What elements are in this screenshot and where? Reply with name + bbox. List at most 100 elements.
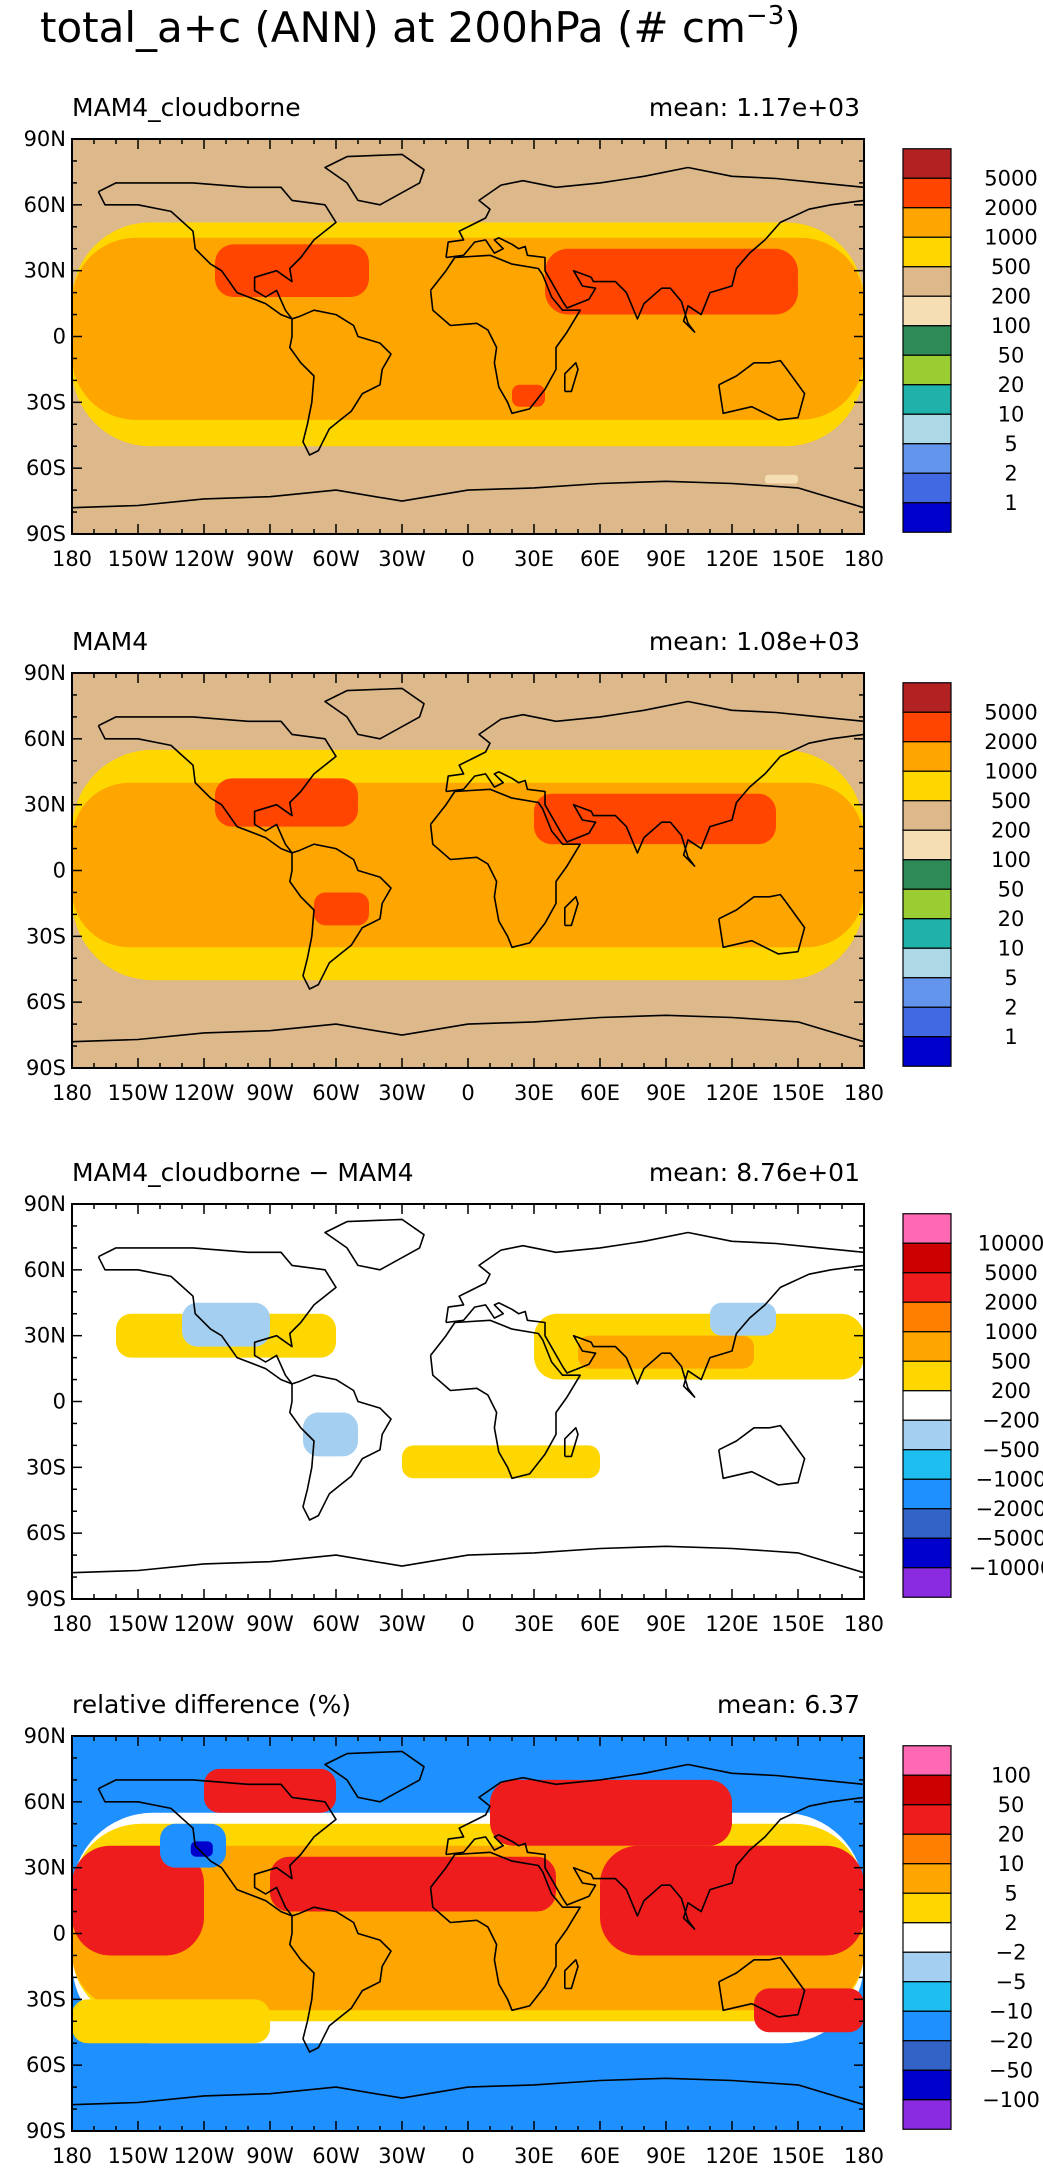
colorbar-label: 100: [991, 314, 1031, 338]
colorbar-swatch: [902, 295, 952, 327]
colorbar-label: 1000: [984, 225, 1037, 249]
lon-tick-label: 180: [52, 2144, 92, 2168]
contour-region: [314, 892, 369, 926]
coastline-madagascar: [563, 1427, 579, 1458]
colorbar-swatch: [902, 1478, 952, 1510]
lon-tick-label: 180: [844, 547, 884, 571]
coastline-eurasia: [445, 700, 864, 867]
lon-tick-label: 150E: [771, 1612, 824, 1636]
colorbar-label: 500: [991, 789, 1031, 813]
lon-tick-label: 30W: [378, 2144, 426, 2168]
colorbar: 5000 2000 1000 500 200 100 50 20 10 5 2 1: [902, 682, 1038, 1067]
colorbar-swatch: [902, 384, 952, 415]
lon-tick-label: 0: [461, 547, 474, 571]
mean-label: mean:: [649, 1158, 736, 1187]
colorbar-swatch: [902, 1537, 952, 1569]
colorbar-swatch: [902, 888, 952, 920]
title-exponent: −3: [746, 1, 784, 31]
lon-tick-label: 60W: [312, 547, 360, 571]
contour-region: [190, 1841, 213, 1857]
colorbar-swatch: [902, 1213, 952, 1244]
colorbar-swatch: [902, 1508, 952, 1539]
coastline-africa: [429, 788, 582, 949]
map-panel: MAM4_cloudborne mean: 1.17e+03 90N 60N 30N 0 3…: [24, 93, 1038, 571]
contour-region: [765, 474, 798, 484]
colorbar-swatch: [902, 829, 952, 861]
lon-tick-label: 150E: [771, 1081, 824, 1105]
colorbar-swatch: [902, 2069, 952, 2101]
colorbar-swatch: [902, 207, 952, 238]
colorbar-label: 2000: [984, 1290, 1037, 1314]
contour-region: [215, 244, 369, 297]
colorbar-label: 50: [998, 1793, 1025, 1817]
colorbar-label: 100: [991, 848, 1031, 872]
colorbar: 100 50 20 10 5 2 −2 −5 −10 −20 −50 −100: [902, 1745, 1040, 2130]
lon-tick-label: 180: [844, 1612, 884, 1636]
lat-tick-label: 0: [53, 1922, 66, 1946]
mean-label: mean:: [649, 93, 736, 122]
lat-tick-label: 60N: [24, 1790, 66, 1814]
coastline-eurasia: [445, 1231, 864, 1398]
colorbar-label: −20: [989, 2029, 1033, 2053]
contour-region: [72, 1999, 270, 2044]
lon-tick-label: 90W: [246, 2144, 294, 2168]
colorbar-label: −2000: [975, 1497, 1043, 1521]
lon-tick-label: 120W: [174, 1612, 235, 1636]
lat-tick-label: 30N: [24, 259, 66, 283]
colorbar-label: 5: [1004, 432, 1017, 456]
lon-tick-label: 30W: [378, 1081, 426, 1105]
lon-tick-label: 30W: [378, 1612, 426, 1636]
colorbar-label: −2: [996, 1940, 1027, 1964]
colorbar-swatch: [902, 1745, 952, 1776]
coastline-south-america: [288, 309, 392, 456]
lon-tick-label: 150W: [108, 2144, 169, 2168]
colorbar-swatch: [902, 2040, 952, 2071]
colorbar-swatch: [902, 2010, 952, 2042]
contour-region: [215, 778, 358, 827]
map-field: [72, 1736, 864, 2131]
colorbar-swatch: [902, 1036, 952, 1067]
panel-label: relative difference (%): [72, 1690, 351, 1719]
coastline-north-america: [97, 1247, 337, 1385]
colorbar-swatch: [902, 325, 952, 356]
mean-value: 1.08e+03: [736, 627, 860, 656]
colorbar-swatch: [902, 1006, 952, 1038]
coastline-south-america: [288, 843, 392, 990]
colorbar-label: 2: [1004, 1911, 1017, 1935]
colorbar-swatch: [902, 800, 952, 831]
contour-region: [710, 1302, 776, 1336]
lon-tick-label: 120W: [174, 1081, 235, 1105]
coastline-antarctica: [72, 2077, 864, 2106]
lon-tick-label: 30E: [514, 2144, 554, 2168]
colorbar-label: 5000: [984, 1261, 1037, 1285]
contour-region: [512, 384, 545, 407]
coastline-australia: [718, 1956, 806, 2018]
lat-tick-label: 60N: [24, 193, 66, 217]
colorbar-swatch: [902, 1863, 952, 1894]
lon-tick-label: 60E: [580, 547, 620, 571]
colorbar-label: 20: [998, 907, 1025, 931]
lon-tick-label: 180: [52, 1081, 92, 1105]
colorbar-swatch: [902, 1981, 952, 2012]
lat-tick-label: 90S: [26, 1056, 66, 1080]
colorbar-swatch: [902, 977, 952, 1008]
colorbar-label: 200: [991, 1379, 1031, 1403]
map-panel: MAM4 mean: 1.08e+0390N60N30N030S60S90S180…: [24, 627, 1038, 1105]
lat-tick-label: 90N: [24, 661, 66, 685]
lat-tick-label: 60S: [26, 1521, 66, 1545]
colorbar-swatch: [902, 1390, 952, 1421]
colorbar-swatch: [902, 770, 952, 802]
colorbar-swatch: [902, 1449, 952, 1480]
colorbar-label: 10: [998, 402, 1025, 426]
lon-tick-label: 0: [461, 1612, 474, 1636]
colorbar-swatch: [902, 1272, 952, 1303]
lon-tick-label: 60E: [580, 2144, 620, 2168]
map-panel: MAM4_cloudborne − MAM4 mean: 8.76e+01 90N 6…: [24, 1158, 1043, 1636]
lat-tick-label: 0: [53, 325, 66, 349]
lon-tick-label: 180: [52, 547, 92, 571]
coastline-greenland: [324, 153, 425, 206]
coastline-madagascar: [563, 361, 579, 393]
colorbar-swatch: [902, 2099, 952, 2130]
coastline-north-america: [97, 1779, 337, 1917]
coastline-greenland: [324, 1750, 425, 1803]
